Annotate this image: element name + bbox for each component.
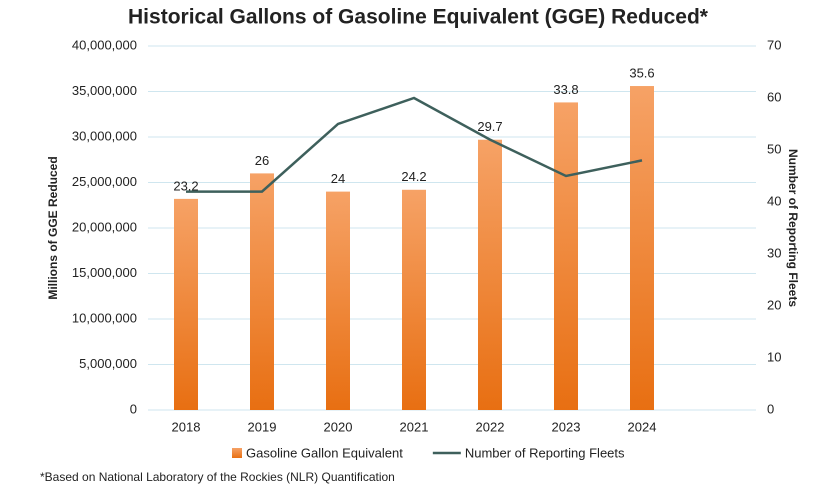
x-tick-label: 2022 bbox=[476, 419, 505, 434]
y2-tick-label: 10 bbox=[767, 349, 781, 364]
data-label: 24 bbox=[331, 171, 345, 186]
data-label: 35.6 bbox=[629, 65, 654, 80]
y-tick-label: 5,000,000 bbox=[79, 356, 137, 371]
y-tick-label: 15,000,000 bbox=[72, 265, 137, 280]
x-tick-label: 2019 bbox=[248, 419, 277, 434]
y2-tick-label: 40 bbox=[767, 193, 781, 208]
y-axis-title: Millions of GGE Reduced bbox=[46, 156, 60, 299]
y-tick-label: 25,000,000 bbox=[72, 174, 137, 189]
x-tick-label: 2021 bbox=[400, 419, 429, 434]
y2-axis-title: Number of Reporting Fleets bbox=[786, 149, 800, 307]
footnote: *Based on National Laboratory of the Roc… bbox=[40, 470, 395, 484]
bar bbox=[326, 191, 350, 410]
y2-tick-label: 50 bbox=[767, 141, 781, 156]
legend-label: Gasoline Gallon Equivalent bbox=[246, 445, 403, 460]
bar bbox=[402, 189, 426, 410]
x-tick-label: 2020 bbox=[324, 419, 353, 434]
y-tick-label: 40,000,000 bbox=[72, 37, 137, 52]
y2-tick-label: 0 bbox=[767, 401, 774, 416]
y-tick-label: 30,000,000 bbox=[72, 128, 137, 143]
chart-title: Historical Gallons of Gasoline Equivalen… bbox=[128, 6, 709, 29]
y2-tick-label: 60 bbox=[767, 89, 781, 104]
bar bbox=[174, 198, 198, 410]
data-label: 29.7 bbox=[477, 119, 502, 134]
x-tick-label: 2024 bbox=[628, 419, 657, 434]
y-tick-label: 20,000,000 bbox=[72, 219, 137, 234]
data-label: 26 bbox=[255, 153, 269, 168]
bar bbox=[250, 173, 274, 410]
y-tick-label: 35,000,000 bbox=[72, 83, 137, 98]
y2-tick-label: 20 bbox=[767, 297, 781, 312]
data-label: 33.8 bbox=[553, 82, 578, 97]
data-label: 24.2 bbox=[401, 169, 426, 184]
bar bbox=[478, 139, 502, 411]
line bbox=[186, 96, 643, 193]
data-label: 23.2 bbox=[173, 178, 198, 193]
y-tick-label: 0 bbox=[130, 401, 137, 416]
x-tick-label: 2023 bbox=[552, 419, 581, 434]
legend-swatch bbox=[232, 448, 242, 458]
bar bbox=[630, 86, 654, 410]
x-tick-label: 2018 bbox=[172, 419, 201, 434]
legend-label: Number of Reporting Fleets bbox=[465, 445, 625, 460]
y2-tick-label: 30 bbox=[767, 245, 781, 260]
bar bbox=[554, 102, 578, 411]
y-tick-label: 10,000,000 bbox=[72, 310, 137, 325]
y2-tick-label: 70 bbox=[767, 37, 781, 52]
